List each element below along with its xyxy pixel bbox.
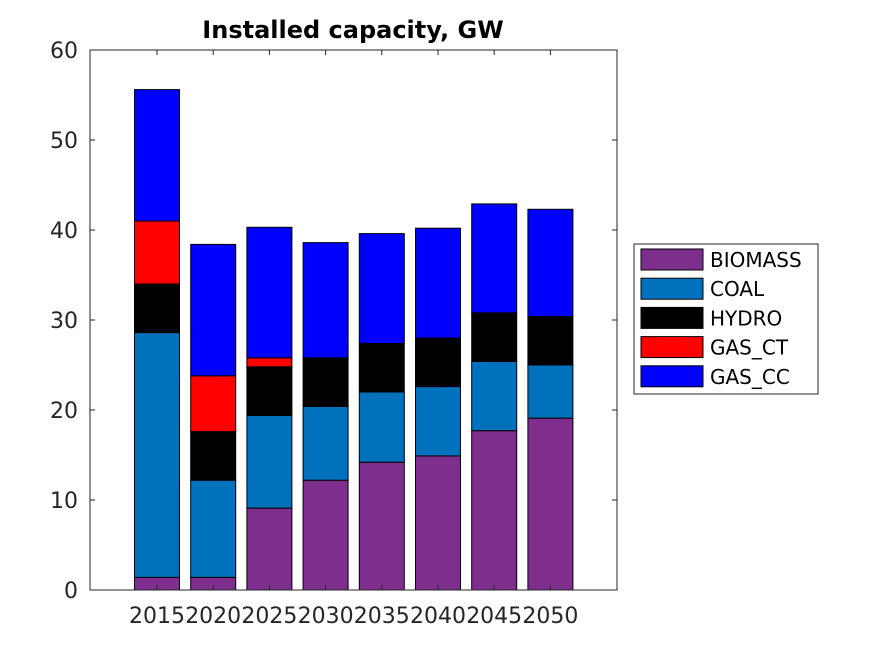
chart-title: Installed capacity, GW	[202, 16, 503, 44]
bar-segment-gas-ct-2020	[190, 375, 237, 433]
bar-segment-biomass-2035	[358, 461, 405, 591]
bar-segment-gas-cc-2035	[358, 233, 405, 344]
bar-segment-gas-cc-2045	[471, 203, 518, 314]
bar-segment-biomass-2025	[246, 507, 293, 591]
x-tick-label: 2020	[185, 604, 241, 629]
legend-label-gas-ct: GAS_CT	[710, 336, 789, 360]
legend-label-coal: COAL	[710, 277, 765, 301]
bar-segment-gas-cc-2040	[415, 227, 461, 339]
y-tick-label: 0	[64, 579, 78, 604]
bar-segment-gas-cc-2050	[527, 208, 574, 317]
bar-segment-gas-ct-2015	[134, 220, 180, 285]
bar-segment-gas-cc-2015	[134, 89, 180, 222]
bar-segment-gas-cc-2030	[302, 242, 349, 359]
legend-swatch-gas-ct	[640, 336, 704, 359]
bar-segment-hydro-2035	[358, 342, 405, 393]
bar-segment-hydro-2015	[134, 283, 180, 334]
bar-segment-coal-2040	[415, 386, 461, 457]
legend-swatch-coal	[640, 277, 704, 300]
bar-segment-biomass-2040	[415, 455, 461, 591]
bar-segment-coal-2030	[302, 405, 349, 481]
bar-segment-coal-2045	[471, 360, 518, 432]
legend-label-biomass: BIOMASS	[710, 248, 802, 272]
legend-swatch-biomass	[640, 248, 704, 271]
x-tick-label: 2015	[129, 604, 185, 629]
legend-swatch-hydro	[640, 306, 704, 329]
bar-segment-coal-2050	[527, 364, 574, 419]
bar-segment-hydro-2030	[302, 357, 349, 407]
y-tick-label: 40	[50, 219, 78, 244]
bar-segment-coal-2025	[246, 414, 293, 509]
bar-segment-hydro-2045	[471, 312, 518, 362]
bar-segment-biomass-2050	[527, 417, 574, 591]
bar-segment-gas-ct-2025	[246, 357, 293, 368]
bars-layer	[134, 89, 574, 591]
bar-segment-hydro-2020	[190, 431, 237, 481]
bar-segment-coal-2020	[190, 479, 237, 578]
legend-swatch-gas-cc	[640, 365, 704, 388]
y-tick-label: 50	[50, 129, 78, 154]
x-tick-label: 2040	[410, 604, 466, 629]
bar-segment-hydro-2025	[246, 366, 293, 416]
bar-segment-hydro-2040	[415, 337, 461, 388]
x-tick-label: 2045	[466, 604, 522, 629]
y-tick-label: 10	[50, 489, 78, 514]
legend-label-hydro: HYDRO	[710, 306, 782, 330]
x-tick-label: 2035	[354, 604, 410, 629]
legend: BIOMASS COAL HYDRO GAS_CT GAS_CC	[633, 243, 819, 395]
bar-segment-biomass-2030	[302, 479, 349, 591]
x-tick-label: 2025	[241, 604, 297, 629]
y-tick-label: 20	[50, 399, 78, 424]
y-tick-label: 30	[50, 309, 78, 334]
x-tick-label: 2030	[298, 604, 354, 629]
bar-segment-gas-cc-2025	[246, 226, 293, 359]
bar-segment-coal-2035	[358, 391, 405, 463]
bar-segment-hydro-2050	[527, 315, 574, 366]
bar-segment-coal-2015	[134, 332, 180, 578]
legend-label-gas-cc: GAS_CC	[710, 365, 790, 389]
x-tick-label: 2050	[522, 604, 578, 629]
bar-segment-gas-cc-2020	[190, 243, 237, 377]
bar-segment-biomass-2045	[471, 430, 518, 591]
y-tick-label: 60	[50, 39, 78, 64]
